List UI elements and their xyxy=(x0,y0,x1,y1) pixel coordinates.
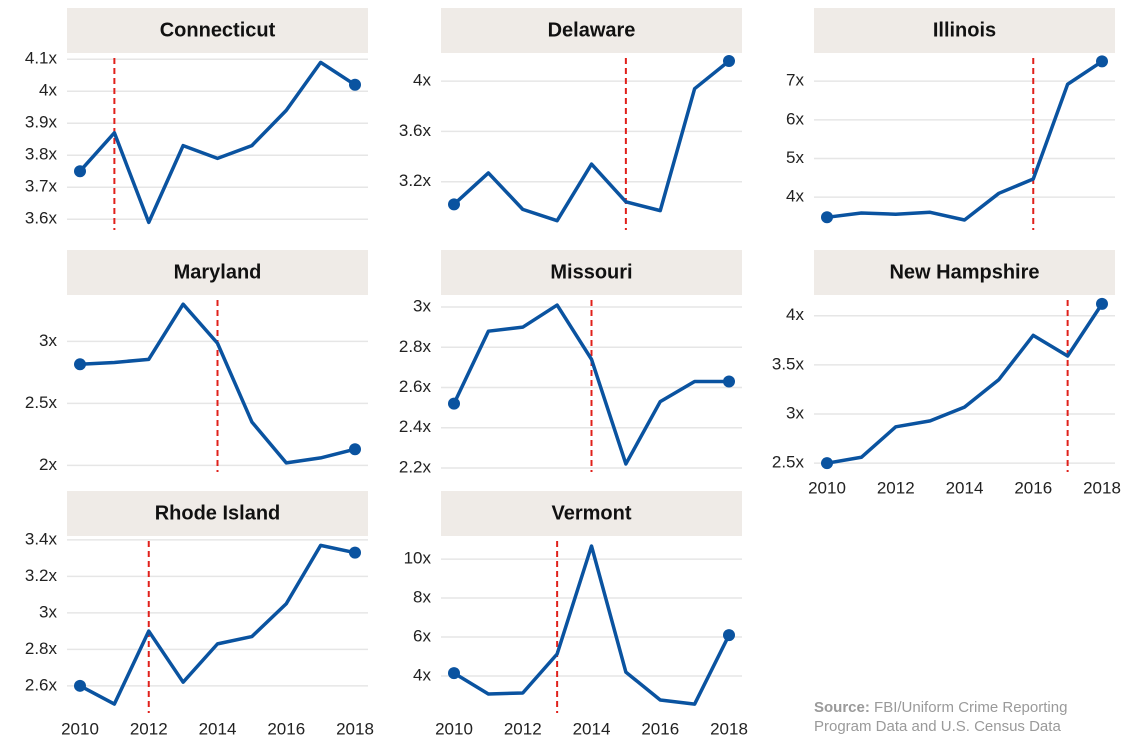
x-tick-label: 2016 xyxy=(267,719,305,736)
end-point xyxy=(74,679,86,692)
panel-title: New Hampshire xyxy=(889,261,1039,283)
x-tick-label: 2016 xyxy=(641,719,679,736)
panel-header xyxy=(67,491,368,536)
y-tick-label: 2.8x xyxy=(25,639,58,658)
x-tick-label: 2012 xyxy=(504,719,542,736)
panel-header xyxy=(67,250,368,295)
y-tick-label: 2.6x xyxy=(25,675,58,694)
panel-title: Connecticut xyxy=(160,19,276,41)
y-tick-label: 8x xyxy=(413,588,431,607)
y-tick-label: 3x xyxy=(413,297,431,316)
y-tick-label: 2.5x xyxy=(25,393,58,412)
x-tick-label: 2014 xyxy=(199,719,237,736)
y-tick-label: 4x xyxy=(413,71,431,90)
y-tick-label: 2.4x xyxy=(399,417,432,436)
x-tick-label: 2014 xyxy=(573,719,611,736)
y-tick-label: 3.2x xyxy=(399,171,432,190)
source-note: Source: FBI/Uniform Crime Reporting Prog… xyxy=(814,698,1114,736)
x-tick-label: 2010 xyxy=(435,719,473,736)
data-line xyxy=(78,60,356,225)
y-tick-label: 6x xyxy=(786,109,804,128)
y-tick-label: 3x xyxy=(39,602,57,621)
y-tick-label: 3.8x xyxy=(25,145,58,164)
panel-header xyxy=(814,250,1115,295)
panel-header xyxy=(67,8,368,53)
y-tick-label: 3.6x xyxy=(25,209,58,228)
y-tick-label: 2.8x xyxy=(399,337,432,356)
data-line xyxy=(453,544,731,706)
source-text: FBI/Uniform Crime Reporting Program Data… xyxy=(814,699,1068,735)
x-tick-label: 2018 xyxy=(1083,478,1121,497)
y-tick-label: 3.9x xyxy=(25,113,58,132)
data-line xyxy=(79,543,356,706)
panel-title: Rhode Island xyxy=(155,502,281,524)
end-point xyxy=(723,629,735,642)
x-tick-label: 2012 xyxy=(130,719,168,736)
data-line xyxy=(452,59,731,223)
y-tick-label: 4x xyxy=(413,666,431,685)
x-tick-label: 2018 xyxy=(336,719,374,736)
y-tick-label: 3.4x xyxy=(25,529,58,548)
end-point xyxy=(349,443,361,456)
data-line xyxy=(79,302,356,465)
panel-title: Vermont xyxy=(551,502,631,524)
y-tick-label: 10x xyxy=(404,549,432,568)
end-point xyxy=(723,375,735,388)
end-point xyxy=(448,397,460,410)
y-tick-label: 7x xyxy=(786,71,804,90)
end-point xyxy=(448,667,460,680)
end-point xyxy=(74,165,86,178)
end-point xyxy=(74,358,86,371)
y-tick-label: 4.1x xyxy=(25,49,58,68)
y-tick-label: 3.5x xyxy=(772,354,805,373)
end-point xyxy=(821,211,833,224)
data-line xyxy=(826,302,1104,465)
x-tick-label: 2016 xyxy=(1014,478,1052,497)
x-tick-label: 2010 xyxy=(61,719,99,736)
data-line xyxy=(826,59,1103,222)
panel-title: Delaware xyxy=(548,19,636,41)
x-tick-label: 2010 xyxy=(808,478,846,497)
x-tick-label: 2014 xyxy=(946,478,984,497)
end-point xyxy=(349,546,361,559)
panel-title: Illinois xyxy=(933,19,996,41)
y-tick-label: 4x xyxy=(39,81,57,100)
y-tick-label: 2.5x xyxy=(772,453,805,472)
end-point xyxy=(821,457,833,470)
panel-title: Missouri xyxy=(550,261,632,283)
data-line xyxy=(452,303,729,466)
panel-header xyxy=(441,250,742,295)
y-tick-label: 5x xyxy=(786,148,804,167)
y-tick-label: 2.6x xyxy=(399,377,432,396)
y-tick-label: 6x xyxy=(413,627,431,646)
y-tick-label: 3x xyxy=(39,331,57,350)
y-tick-label: 2x xyxy=(39,455,57,474)
end-point xyxy=(349,78,361,91)
y-tick-label: 3.2x xyxy=(25,566,58,585)
y-tick-label: 3x xyxy=(786,404,804,423)
x-tick-label: 2012 xyxy=(877,478,915,497)
y-tick-label: 4x xyxy=(786,187,804,206)
source-label: Source: xyxy=(814,699,870,716)
end-point xyxy=(1096,55,1108,68)
panel-header xyxy=(814,8,1115,53)
y-tick-label: 3.6x xyxy=(399,121,432,140)
y-tick-label: 4x xyxy=(786,305,804,324)
panel-header xyxy=(441,491,742,536)
y-tick-label: 3.7x xyxy=(25,177,58,196)
x-tick-label: 2018 xyxy=(710,719,748,736)
panel-title: Maryland xyxy=(174,261,262,283)
end-point xyxy=(448,198,460,211)
panel-header xyxy=(441,8,742,53)
end-point xyxy=(723,55,735,68)
end-point xyxy=(1096,297,1108,310)
y-tick-label: 2.2x xyxy=(399,457,432,476)
